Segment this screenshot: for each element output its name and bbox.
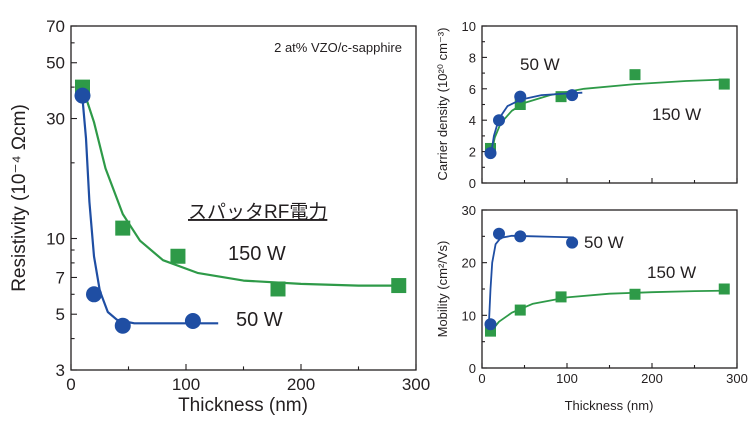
mobility-point-150w [718, 283, 730, 295]
mobility-point-150w [514, 304, 526, 316]
series-label-50w: 50 W [584, 233, 624, 252]
x-tick-label: 0 [478, 371, 485, 386]
mobility-point-50w [493, 227, 505, 240]
resistivity-point-50w [114, 317, 131, 334]
y-tick-label: 8 [469, 50, 476, 65]
resistivity-fit-curve-150w [81, 86, 405, 287]
x-tick-label: 100 [172, 375, 200, 394]
y-tick-label: 10 [462, 19, 476, 34]
mobility-point-150w [555, 291, 567, 303]
carrier-density-point-150w [718, 78, 730, 90]
y-axis-label: Resistivity (10⁻⁴ Ωcm) [9, 104, 30, 292]
y-tick-label: 7 [56, 268, 65, 287]
mobility-point-150w [629, 288, 641, 300]
y-tick-label: 30 [46, 110, 65, 129]
series-label-150w: 150 W [228, 243, 286, 265]
sample-annotation: 2 at% VZO/c-sapphire [274, 40, 402, 55]
y-tick-label: 10 [462, 308, 476, 323]
x-axis-label: Thickness (nm) [565, 398, 654, 413]
x-tick-label: 300 [402, 375, 430, 394]
y-tick-label: 0 [469, 176, 476, 191]
mobility-point-50w [514, 230, 527, 243]
resistivity-point-150w [115, 220, 131, 236]
carrier-density-point-50w [493, 114, 505, 127]
x-tick-label: 300 [726, 371, 748, 386]
resistivity-point-50w [184, 312, 201, 329]
resistivity-fit-curve-50w [81, 98, 219, 325]
x-tick-label: 200 [641, 371, 663, 386]
y-tick-label: 4 [469, 113, 476, 128]
series-label-150w: 150 W [652, 105, 701, 124]
carrier-density-panel: 0 2 4 6 8 10 50 W 150 W Carrier density (10²⁰… [435, 19, 738, 191]
mobility-point-50w [484, 318, 497, 331]
carrier-density-point-50w [566, 89, 579, 102]
resistivity-point-50w [74, 87, 91, 104]
y-tick-label: 20 [462, 256, 476, 271]
x-axis-label: Thickness (nm) [178, 395, 308, 416]
y-axis-label: Carrier density (10²⁰ cm⁻³) [435, 28, 450, 181]
carrier-density-point-150w [555, 91, 567, 103]
y-tick-label: 70 [46, 17, 65, 36]
carrier-density-fit-curve-50w [489, 91, 583, 159]
carrier-density-point-150w [629, 69, 641, 81]
mobility-point-150w [485, 325, 496, 337]
resistivity-point-50w [86, 286, 102, 303]
y-tick-label: 10 [46, 230, 65, 249]
carrier-density-point-150w [514, 99, 526, 110]
resistivity-point-150w [170, 248, 186, 264]
carrier-density-fit-curve-150w [489, 78, 729, 159]
mobility-point-50w [566, 236, 579, 249]
carrier-density-point-50w [514, 90, 527, 103]
series-label-50w: 50 W [236, 309, 283, 331]
x-tick-label: 0 [66, 375, 75, 394]
mobility-fit-curve-50w [487, 234, 574, 326]
series-label-50w: 50 W [520, 55, 560, 74]
carrier-density-point-50w [484, 147, 497, 160]
y-tick-label: 5 [56, 305, 65, 324]
y-axis-label: Mobility (cm²/Vs) [435, 241, 450, 338]
legend-title: スパッタRF電力 [188, 201, 327, 223]
x-tick-label: 200 [287, 375, 315, 394]
resistivity-panel: 0 100 200 300 3 5 7 10 30 50 70 2 at% VZO/c-sapphi… [9, 17, 430, 416]
y-tick-label: 2 [469, 145, 476, 160]
resistivity-point-150w [391, 278, 407, 294]
mobility-fit-curve-150w [489, 289, 729, 333]
x-tick-label: 100 [556, 371, 578, 386]
mobility-panel: 0 100 200 300 0 10 20 30 50 W 150 W Thickness (… [435, 203, 748, 413]
series-label-150w: 150 W [647, 263, 696, 282]
resistivity-point-150w [270, 281, 286, 297]
y-tick-label: 50 [46, 54, 65, 73]
y-tick-label: 6 [469, 82, 476, 97]
y-tick-label: 0 [469, 361, 476, 376]
y-tick-label: 30 [462, 203, 476, 218]
y-tick-label: 3 [56, 361, 65, 380]
